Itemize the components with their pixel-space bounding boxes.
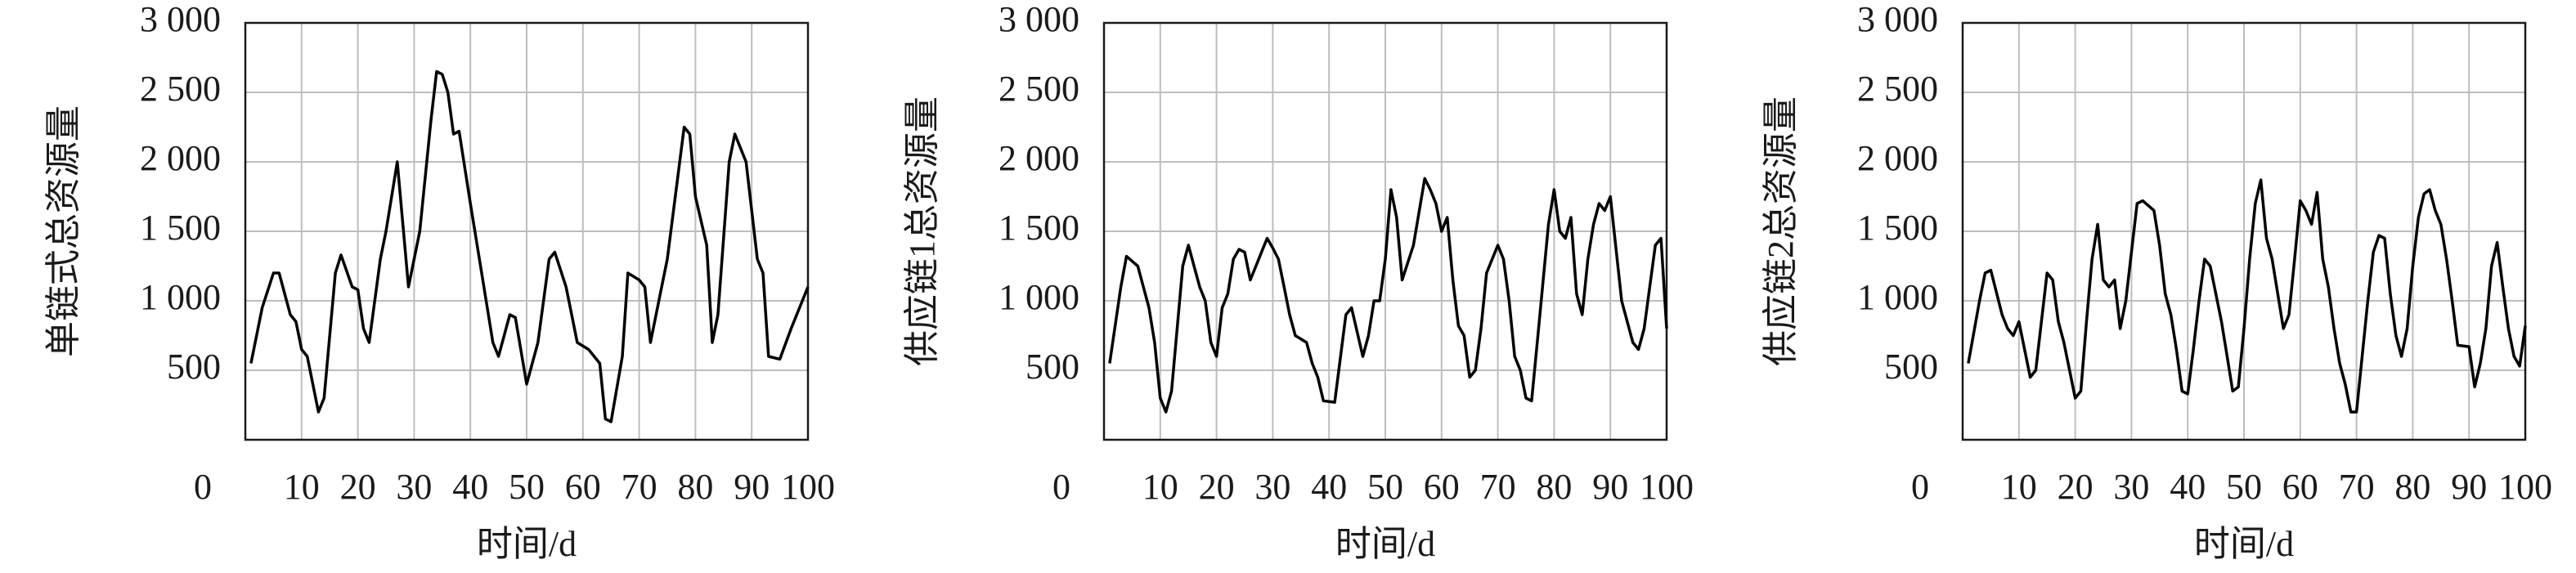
x-tick-label: 20 (340, 467, 376, 507)
x-tick-label: 0 (1052, 467, 1070, 507)
x-tick-label: 0 (194, 467, 212, 507)
y-tick-label: 500 (1025, 347, 1079, 387)
x-tick-label: 40 (452, 467, 488, 507)
x-tick-label: 90 (2451, 467, 2487, 507)
x-tick-label: 90 (1592, 467, 1628, 507)
data-line (1108, 177, 1668, 414)
x-tick-label: 60 (1424, 467, 1460, 507)
y-tick-label: 2 000 (140, 138, 221, 178)
x-tick-label: 10 (1142, 467, 1178, 507)
y-tick-label: 2 500 (1857, 69, 1938, 109)
x-tick-label: 80 (1536, 467, 1572, 507)
x-tick-label: 90 (734, 467, 770, 507)
x-tick-label: 80 (2394, 467, 2430, 507)
x-tick-label: 70 (2339, 467, 2375, 507)
x-tick-label: 50 (509, 467, 545, 507)
plot-frame (244, 21, 810, 441)
x-tick-label: 60 (2282, 467, 2318, 507)
x-tick-label: 30 (2113, 467, 2149, 507)
x-tick-label: 30 (396, 467, 432, 507)
y-axis-label: 供应链2总资源量 (1761, 96, 1801, 366)
x-tick-label: 100 (2498, 467, 2552, 507)
x-tick-label: 100 (781, 467, 835, 507)
x-tick-label: 20 (2058, 467, 2094, 507)
y-tick-label: 1 500 (999, 208, 1079, 248)
x-tick-label: 40 (1311, 467, 1347, 507)
y-tick-label: 3 000 (1857, 0, 1938, 39)
x-tick-label: 50 (1367, 467, 1403, 507)
y-axis-label: 单链式总资源量 (43, 105, 83, 357)
x-tick-label: 50 (2226, 467, 2262, 507)
y-tick-label: 2 500 (140, 69, 221, 109)
x-tick-label: 60 (565, 467, 601, 507)
x-tick-label: 0 (1911, 467, 1929, 507)
data-line (249, 69, 810, 423)
y-tick-label: 1 500 (1857, 208, 1938, 248)
x-axis-label: 时间/d (1335, 524, 1435, 564)
data-line (1967, 178, 2527, 414)
y-tick-label: 1 500 (140, 208, 221, 248)
y-tick-label: 1 000 (1857, 277, 1938, 317)
y-tick-label: 2 000 (1857, 138, 1938, 178)
y-tick-label: 500 (1884, 347, 1938, 387)
x-tick-label: 70 (1480, 467, 1516, 507)
y-tick-label: 2 500 (999, 69, 1079, 109)
plot-frame (1961, 21, 2527, 441)
y-tick-label: 3 000 (140, 0, 221, 39)
y-tick-label: 500 (167, 347, 221, 387)
y-tick-label: 3 000 (999, 0, 1079, 39)
x-tick-label: 40 (2170, 467, 2206, 507)
y-axis-label: 供应链1总资源量 (902, 96, 942, 366)
x-axis-label: 时间/d (477, 524, 577, 564)
y-tick-label: 1 000 (999, 277, 1079, 317)
plot-frame (1102, 21, 1668, 441)
x-tick-label: 100 (1640, 467, 1694, 507)
x-tick-label: 10 (2001, 467, 2037, 507)
x-tick-label: 20 (1199, 467, 1235, 507)
y-tick-label: 1 000 (140, 277, 221, 317)
x-tick-label: 30 (1254, 467, 1290, 507)
y-tick-label: 2 000 (999, 138, 1079, 178)
x-tick-label: 80 (677, 467, 713, 507)
x-tick-label: 70 (622, 467, 657, 507)
x-axis-label: 时间/d (2194, 524, 2294, 564)
x-tick-label: 10 (284, 467, 320, 507)
